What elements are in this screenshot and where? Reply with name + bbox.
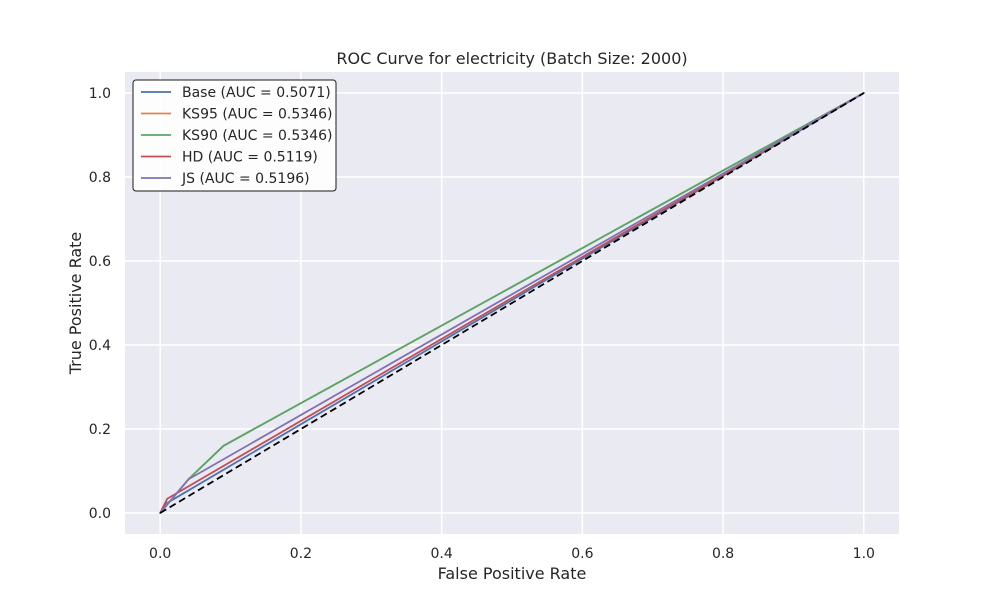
legend-label-2: KS90 (AUC = 0.5346) [182, 128, 332, 144]
y-axis-label: True Positive Rate [66, 232, 85, 376]
legend-label-0: Base (AUC = 0.5071) [182, 85, 331, 101]
y-tick-label: 0.8 [89, 170, 111, 186]
x-tick-label: 0.6 [571, 546, 593, 562]
reference-diagonal-line [159, 92, 865, 514]
chart-title: ROC Curve for electricity (Batch Size: 2… [336, 49, 687, 68]
legend-label-3: HD (AUC = 0.5119) [182, 150, 318, 166]
series-line-3 [159, 92, 865, 514]
x-tick-label: 1.0 [853, 546, 875, 562]
y-tick-label: 0.0 [89, 506, 111, 522]
x-tick-label: 0.2 [290, 546, 312, 562]
x-axis-label: False Positive Rate [438, 564, 587, 583]
legend: Base (AUC = 0.5071) KS95 (AUC = 0.5346) KS… [132, 79, 337, 192]
y-tick-label: 0.6 [89, 254, 111, 270]
legend-box [132, 79, 337, 192]
tick-labels: 0.0 0.2 0.4 0.6 0.8 1.0 0.0 0.2 0.4 0.6 0.8 1.0 [89, 86, 875, 562]
y-tick-label: 0.2 [89, 422, 111, 438]
legend-label-1: KS95 (AUC = 0.5346) [182, 107, 332, 123]
y-tick-label: 0.4 [89, 338, 111, 354]
series-line-4 [159, 92, 865, 514]
x-tick-label: 0.0 [149, 546, 171, 562]
x-tick-label: 0.8 [712, 546, 734, 562]
legend-label-4: JS (AUC = 0.5196) [181, 171, 310, 187]
x-tick-label: 0.4 [431, 546, 453, 562]
y-tick-label: 1.0 [89, 86, 111, 102]
series-lines [159, 92, 865, 514]
